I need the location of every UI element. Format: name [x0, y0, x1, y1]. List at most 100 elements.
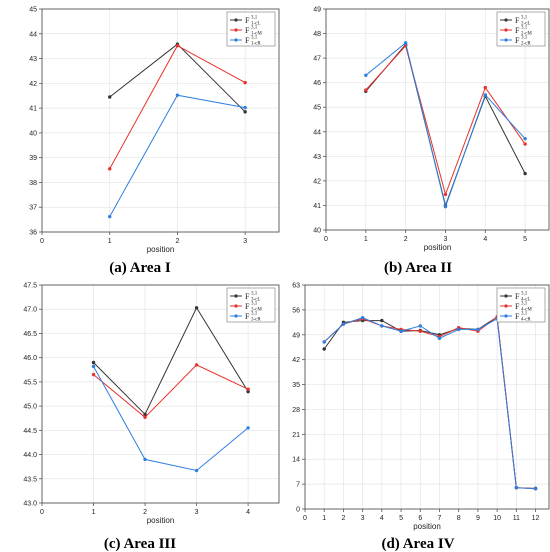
y-tick-label: 49	[313, 7, 321, 14]
data-point-4-cR	[360, 316, 365, 320]
legend-label-subscript: 1-cM	[251, 32, 262, 37]
x-tick-label: 0	[40, 509, 44, 516]
y-tick-label: 45.0	[23, 404, 37, 411]
y-tick-label: 28	[292, 407, 300, 414]
y-tick-label: 47.0	[23, 307, 37, 314]
legend-label-3-cL: F	[245, 292, 250, 301]
series-line-3-cR	[93, 366, 249, 472]
caption-area-3: (c) Area III	[104, 536, 176, 552]
legend-label-superscript: 3,1	[521, 302, 528, 307]
legend-label-3-cR: F	[245, 312, 250, 321]
x-axis-label: position	[413, 522, 441, 531]
x-tick-label: 2	[341, 515, 345, 522]
x-tick-label: 0	[40, 238, 44, 245]
legend-label-subscript: 2-cL	[521, 22, 530, 27]
y-tick-label: 45.5	[23, 379, 37, 386]
x-tick-label: 4	[483, 236, 487, 243]
legend-label-1-cL: F	[245, 16, 250, 25]
data-point-4-cM	[418, 329, 422, 333]
data-point-3-cR	[143, 457, 147, 462]
y-tick-label: 48	[313, 31, 321, 38]
legend-label-4-cR: F	[515, 312, 520, 321]
x-tick-label: 3	[195, 509, 199, 516]
legend-label-superscript: 3,1	[521, 26, 528, 31]
data-point-1-cM	[243, 80, 247, 85]
legend-swatch-marker	[234, 314, 238, 318]
y-tick-label: 44.5	[23, 428, 37, 435]
legend-label-subscript: 3-cM	[251, 308, 262, 313]
data-point-2-cR	[403, 41, 408, 45]
y-tick-label: 41	[29, 106, 37, 113]
legend-label-superscript: 3,1	[251, 16, 258, 21]
data-point-3-cM	[91, 372, 96, 377]
legend-label-superscript: 3,1	[251, 292, 258, 297]
y-tick-label: 42	[292, 357, 300, 364]
legend-label-subscript: 4-cL	[521, 298, 530, 303]
y-tick-label: 47.5	[23, 283, 37, 290]
data-point-4-cR	[514, 485, 519, 490]
y-tick-label: 47	[313, 56, 321, 63]
x-tick-label: 0	[303, 515, 307, 522]
panel-area-4: 0 1 2 3 4 5 6 7 8 9 10 11 12071421283542495663positi…	[292, 283, 550, 552]
x-tick-label: 2	[175, 238, 179, 245]
data-point-1-cM	[175, 43, 180, 48]
data-point-3-cL	[143, 412, 147, 417]
legend-swatch-marker	[234, 294, 238, 298]
legend-swatch-marker	[234, 28, 238, 32]
y-tick-label: 14	[292, 457, 300, 464]
y-tick-label: 46	[313, 80, 321, 87]
legend-swatch-marker	[504, 38, 508, 42]
x-tick-label: 3	[444, 236, 448, 243]
y-tick-label: 45	[29, 7, 37, 14]
data-point-2-cM	[523, 142, 527, 146]
legend-label-4-cM: F	[515, 302, 520, 311]
x-tick-label: 5	[399, 515, 403, 522]
legend-label-4-cL: F	[515, 292, 520, 301]
data-point-4-cR	[457, 327, 461, 332]
legend-swatch-marker	[504, 18, 508, 22]
y-tick-label: 38	[29, 180, 37, 187]
data-point-4-cR	[476, 327, 480, 332]
data-point-1-cR	[108, 214, 112, 219]
plot-frame	[304, 284, 550, 510]
y-tick-label: 45	[313, 105, 321, 112]
x-tick-label: 4	[246, 509, 250, 516]
data-point-2-cR	[523, 136, 527, 141]
x-tick-label: 12	[532, 515, 540, 522]
legend-label-subscript: 3-cR	[251, 318, 261, 323]
y-tick-label: 35	[292, 382, 300, 389]
data-point-4-cR	[322, 340, 326, 344]
legend-label-subscript: 1-cR	[251, 42, 261, 47]
legend-label-1-cR: F	[245, 36, 250, 45]
data-point-2-cM	[443, 192, 448, 197]
data-point-4-cR	[418, 324, 422, 328]
legend-label-subscript: 1-cL	[251, 22, 260, 27]
x-tick-label: 11	[513, 515, 520, 522]
legend-label-subscript: 4-cM	[521, 308, 532, 313]
legend-label-subscript: 2-cR	[521, 42, 531, 47]
legend-swatch-marker	[504, 28, 508, 32]
y-tick-label: 21	[292, 432, 300, 439]
y-tick-label: 0	[296, 507, 300, 514]
y-tick-label: 40	[29, 130, 37, 137]
x-axis-label: position	[424, 243, 452, 252]
series-line-3-cL	[93, 306, 249, 416]
data-point-1-cR	[175, 93, 180, 97]
legend-label-1-cM: F	[245, 26, 250, 35]
legend-label-superscript: 3,1	[521, 312, 528, 317]
plot-area-3: 0 1 2 3 4 43.0 43.5 44.0 44.5 45.0 45.5 46.0 46.5 47.…	[23, 283, 280, 525]
y-tick-label: 37	[29, 205, 37, 212]
y-tick-label: 36	[29, 230, 37, 237]
y-tick-label: 43	[313, 154, 321, 161]
plot-frame	[41, 284, 280, 504]
x-tick-label: 8	[457, 515, 461, 522]
x-tick-label: 2	[404, 236, 408, 243]
x-tick-label: 7	[438, 515, 442, 522]
data-point-3-cR	[194, 468, 199, 473]
x-tick-label: 4	[380, 515, 384, 522]
data-point-2-cM	[364, 88, 368, 92]
